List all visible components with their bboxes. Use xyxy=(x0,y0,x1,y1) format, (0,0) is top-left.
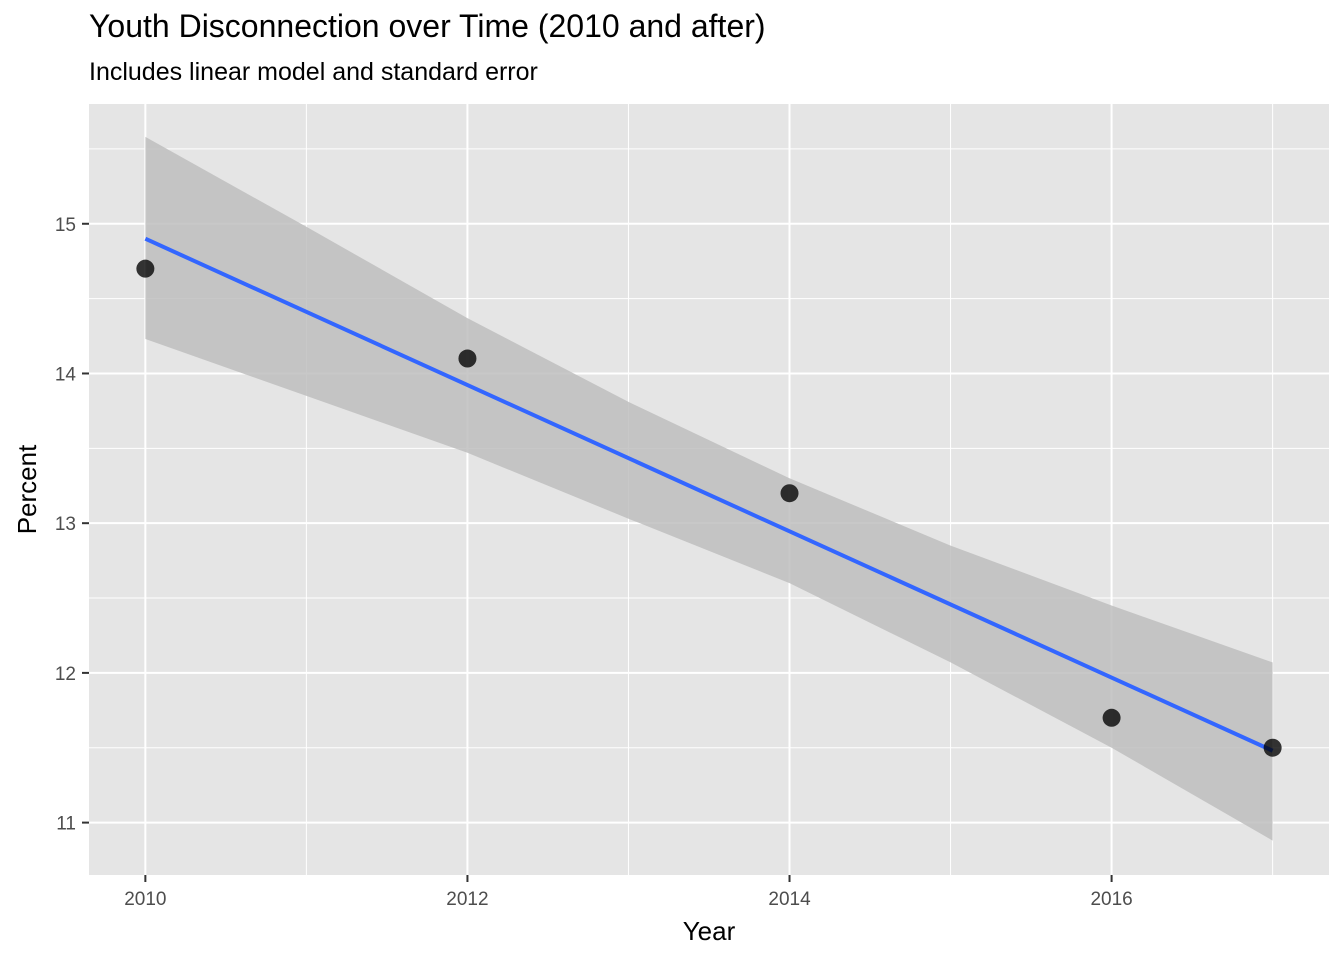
data-points xyxy=(136,259,1282,757)
y-axis-title: Percent xyxy=(12,444,42,534)
chart-subtitle: Includes linear model and standard error xyxy=(89,58,538,86)
fit-line xyxy=(144,236,1274,753)
x-tick-label: 2010 xyxy=(124,889,166,910)
data-point xyxy=(458,349,477,368)
y-tick-label: 12 xyxy=(55,664,76,685)
y-tick-label: 11 xyxy=(56,814,76,835)
y-tick-label: 14 xyxy=(55,364,77,385)
data-point xyxy=(136,259,155,278)
chart-title: Youth Disconnection over Time (2010 and … xyxy=(89,8,766,44)
x-axis-title: Year xyxy=(683,916,736,946)
y-tick-label: 15 xyxy=(55,215,76,236)
y-tick-label: 13 xyxy=(55,514,76,535)
confidence-band xyxy=(145,136,1273,841)
data-point xyxy=(1263,738,1282,757)
data-point xyxy=(780,484,799,503)
x-tick-label: 2012 xyxy=(446,889,488,910)
data-point xyxy=(1102,708,1121,727)
x-tick-label: 2014 xyxy=(768,889,811,910)
axes: 2010 2012 2014 2016 11 12 13 14 15 xyxy=(55,215,1133,910)
x-tick-label: 2016 xyxy=(1090,889,1132,910)
